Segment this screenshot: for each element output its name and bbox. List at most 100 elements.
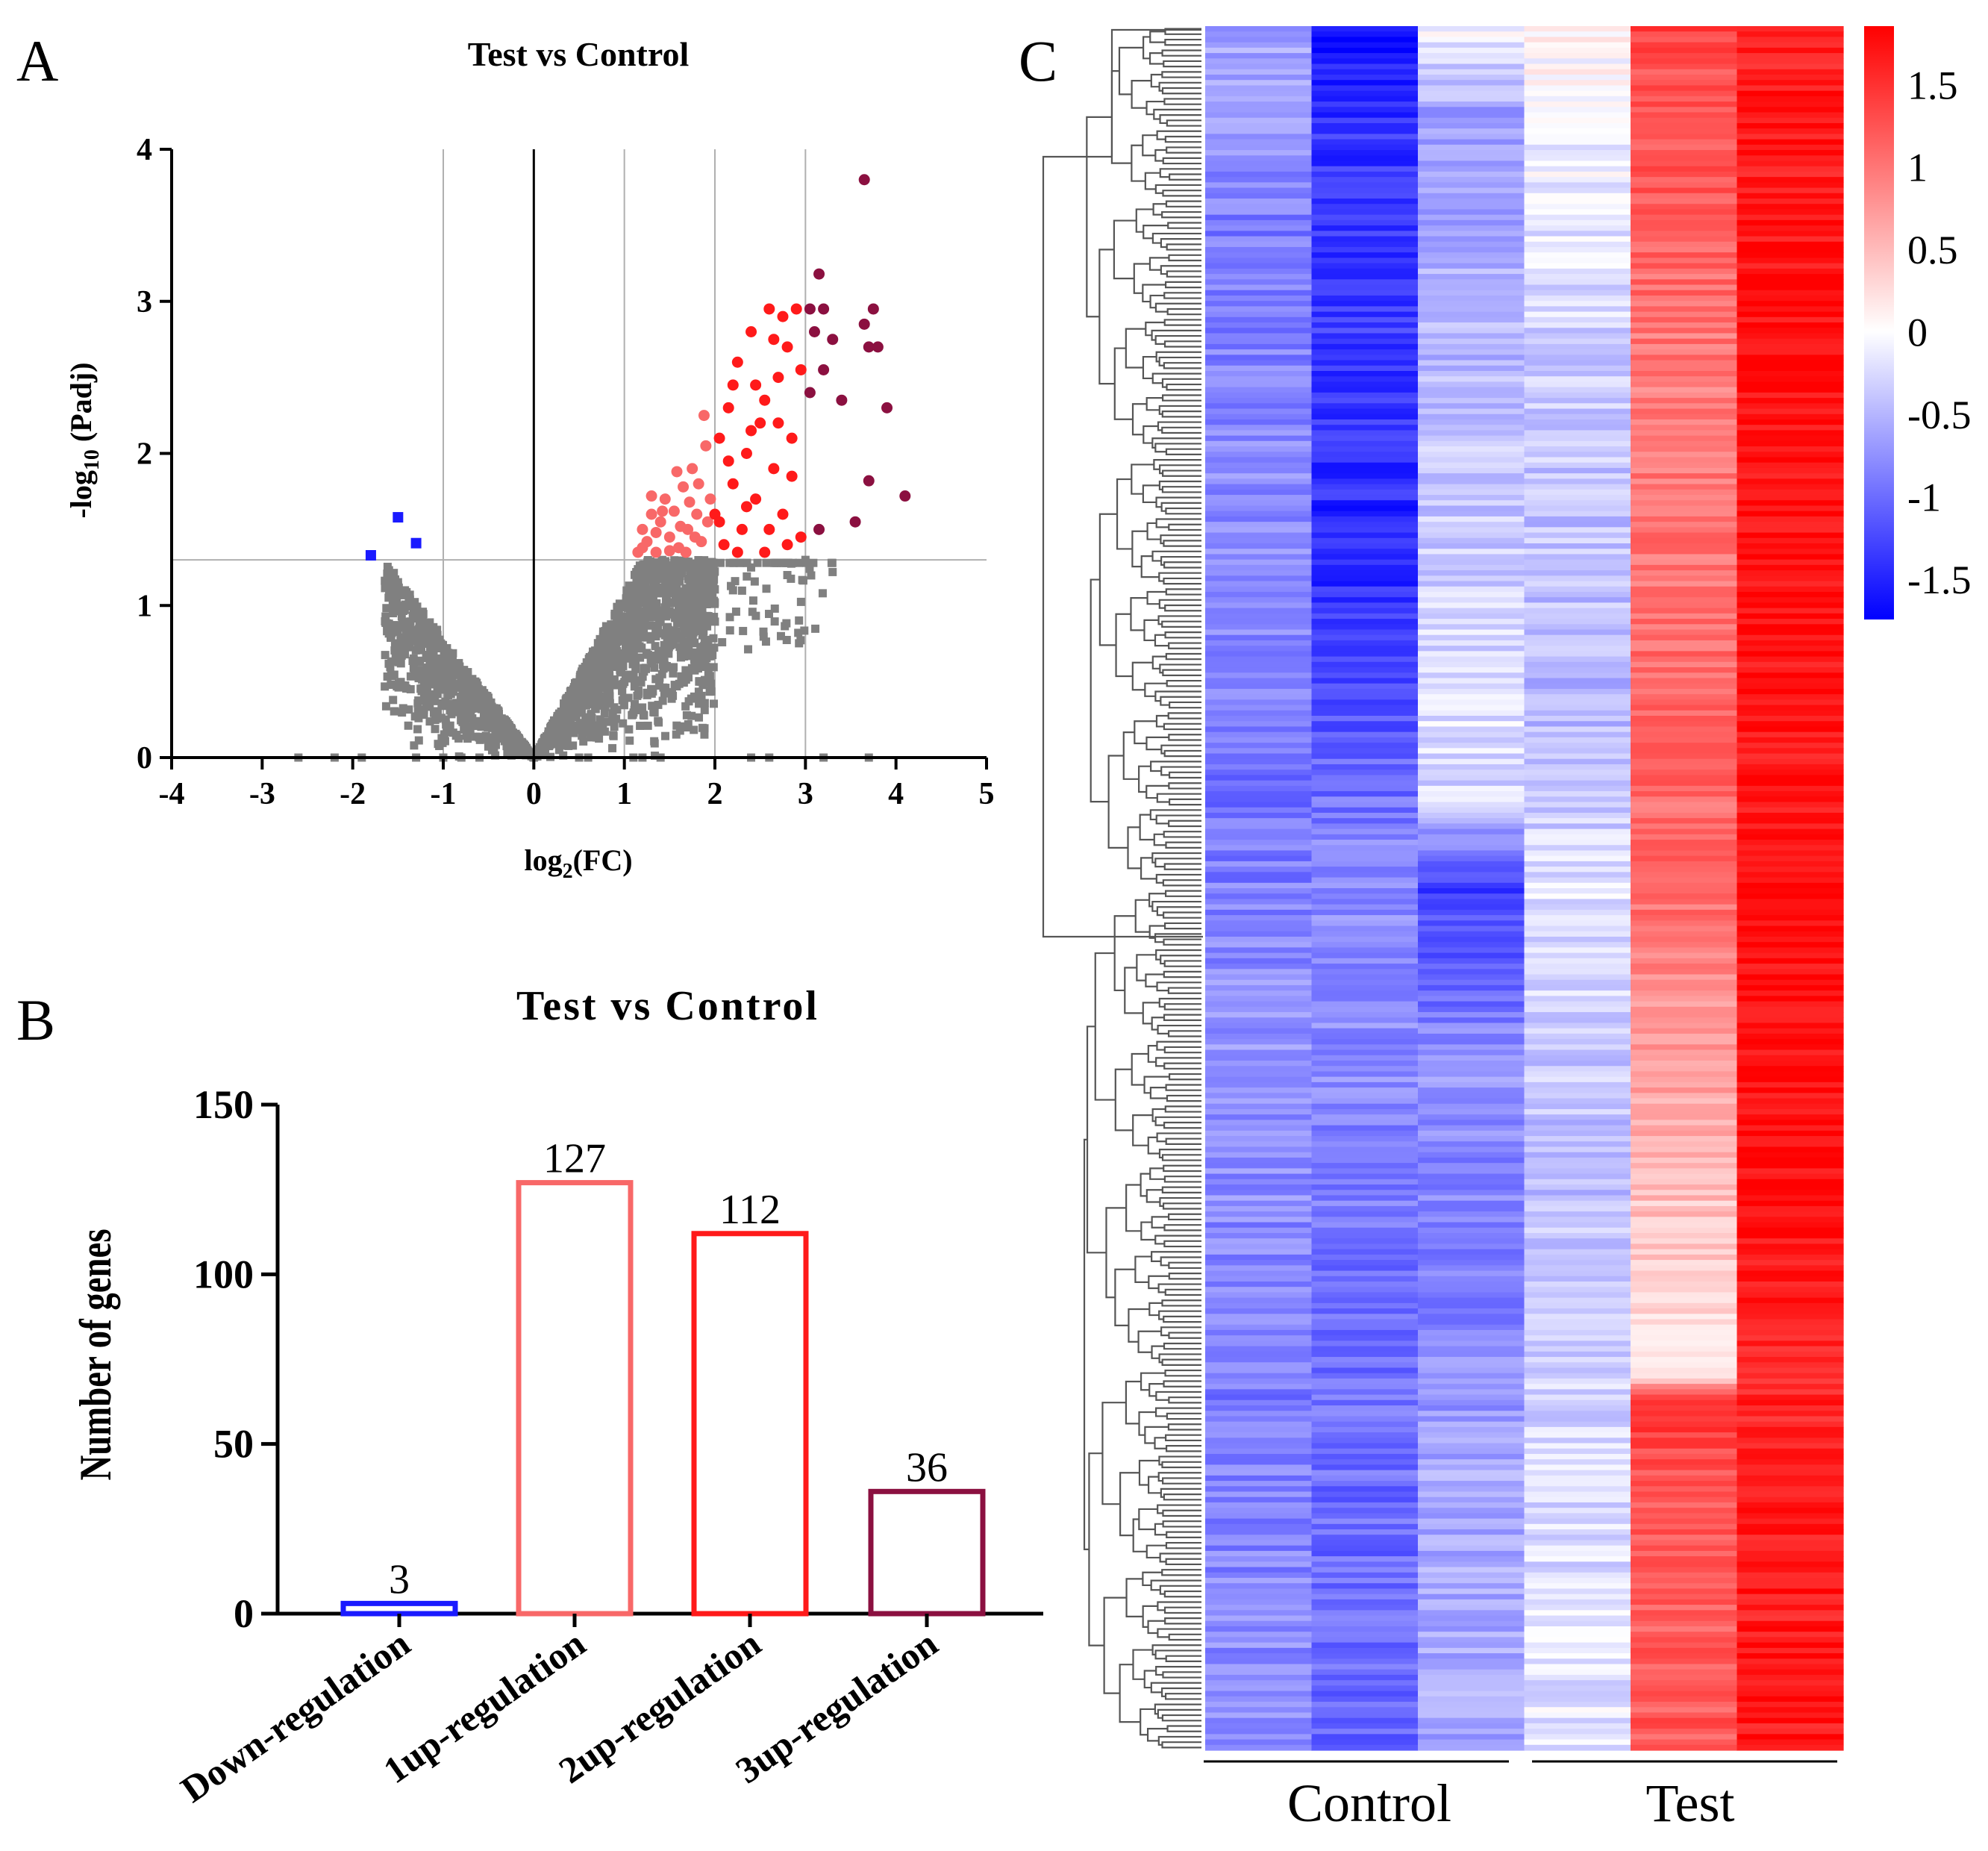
volcano-gray-point [416,666,425,675]
heatmap-cell [1418,489,1525,496]
dendrogram-branch [1131,1052,1148,1086]
heatmap-cell [1524,1362,1631,1369]
dendrogram-branch [1154,443,1201,453]
dendrogram-branch [1164,1693,1201,1700]
heatmap-cell [1524,1723,1631,1729]
heatmap-cell [1418,942,1525,949]
volcano-gray-point [423,620,432,629]
heatmap-cell [1418,780,1525,787]
volcano-gray-point [640,625,648,634]
volcano-gray-point [588,693,597,702]
dendrogram-branch [1154,933,1201,943]
heatmap-cell [1524,1152,1631,1158]
heatmap-cell [1524,219,1631,226]
heatmap-cell [1311,209,1419,216]
heatmap-cell [1524,1556,1631,1562]
heatmap-cell [1524,753,1631,760]
heatmap-cell [1205,656,1313,663]
heatmap-cell [1311,1114,1419,1121]
heatmap-cell [1418,236,1525,243]
heatmap-cell [1205,1394,1313,1401]
volcano-gray-point [693,655,702,664]
heatmap-cell [1418,446,1525,452]
heatmap-cell [1418,301,1525,307]
heatmap-cell [1311,840,1419,846]
volcano-gray-point [694,687,703,696]
dendrogram-branch [1164,1369,1201,1377]
heatmap-cell [1205,667,1313,673]
heatmap-cell [1311,780,1419,787]
heatmap-cell [1311,1545,1419,1552]
dendrogram-branch [1165,1541,1201,1549]
heatmap-cell [1737,1098,1844,1105]
heatmap-cell [1524,731,1631,738]
heatmap-cell [1418,1270,1525,1277]
volcano-gray-point [776,558,785,567]
heatmap-cell [1631,1297,1738,1304]
heatmap-cell [1737,489,1844,496]
dendrogram-branch [1161,49,1201,57]
heatmap-cell [1205,440,1313,447]
heatmap-cell [1205,1632,1313,1638]
heatmap-cell [1311,199,1419,205]
heatmap-cell [1205,473,1313,479]
heatmap-cell [1205,1556,1313,1562]
volcano-gray-point [431,716,440,725]
heatmap-cell [1524,1626,1631,1632]
heatmap-cell [1418,452,1525,458]
volcano-gray-point [698,631,707,640]
volcano-gray-point [619,701,628,710]
heatmap-cell [1205,1399,1313,1406]
heatmap-cell [1311,1287,1419,1293]
heatmap-cell [1524,1265,1631,1272]
heatmap-cell [1631,392,1738,399]
heatmap-cell [1418,1599,1525,1605]
heatmap-cell [1631,96,1738,102]
heatmap-cell [1524,1567,1631,1573]
heatmap-cell [1631,1658,1738,1665]
heatmap-cell [1737,500,1844,507]
heatmap-cell [1205,122,1313,129]
heatmap-cell [1205,328,1313,334]
volcano-gray-point [392,605,401,614]
heatmap-cell [1737,731,1844,738]
heatmap-cell [1524,522,1631,528]
volcano-gray-point [554,746,563,755]
heatmap-cell [1631,144,1738,151]
volcano-gray-point [750,577,759,586]
bar-y-tick-label: 50 [213,1422,254,1467]
heatmap-cell [1631,1572,1738,1579]
heatmap-cell [1631,171,1738,178]
heatmap-cell [1205,102,1313,107]
volcano-gray-point [696,643,705,652]
heatmap-cell [1737,634,1844,641]
heatmap-cell [1524,1615,1631,1622]
heatmap-cell [1737,1632,1844,1638]
volcano-gray-point [581,676,590,685]
heatmap-cell [1205,1227,1313,1234]
heatmap-cell [1737,1108,1844,1115]
heatmap-cell [1205,107,1313,113]
heatmap-cell [1524,90,1631,97]
dendrogram-branch [1168,1332,1201,1339]
heatmap-cell [1205,1696,1313,1702]
volcano-gray-point [675,643,684,652]
heatmap-cell [1631,748,1738,755]
volcano-gray-point [639,633,648,642]
dendrogram-branch [1144,172,1160,190]
heatmap-cell [1631,42,1738,49]
volcano-significant-points [365,174,911,561]
heatmap-cell [1205,1448,1313,1455]
heatmap-cell [1311,1394,1419,1401]
heatmap-cell [1631,1184,1738,1190]
volcano-gray-point [490,733,498,742]
dendrogram-branch [1124,967,1143,1014]
heatmap-cell [1311,511,1419,517]
volcano-gray-point [418,675,427,684]
heatmap-cell [1418,376,1525,383]
heatmap-cell [1524,516,1631,522]
volcano-gray-point [708,565,717,574]
heatmap-cell [1205,1033,1313,1040]
heatmap-cell [1205,1179,1313,1185]
heatmap-cell [1311,274,1419,280]
